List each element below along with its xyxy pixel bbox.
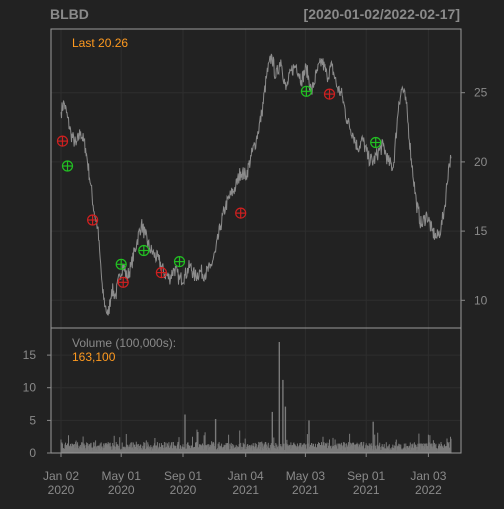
sell-marker xyxy=(323,88,336,100)
x-tick-label: Jan 03 xyxy=(410,469,446,483)
volume-tick-label: 5 xyxy=(29,413,36,427)
x-tick-year-label: 2020 xyxy=(170,483,197,497)
volume-y-axis: 0 5 10 15 xyxy=(23,348,51,460)
sell-marker xyxy=(56,135,69,147)
x-tick-year-label: 2021 xyxy=(292,483,319,497)
trade-markers xyxy=(56,85,382,288)
x-tick-year-label: 2020 xyxy=(48,483,75,497)
x-tick-year-label: 2021 xyxy=(232,483,259,497)
chart-title: BLBD xyxy=(50,6,89,22)
x-tick-label: Sep 01 xyxy=(164,469,202,483)
price-tick-label: 25 xyxy=(474,86,488,100)
volume-tick-label: 10 xyxy=(23,381,37,395)
x-tick-label: Sep 01 xyxy=(347,469,385,483)
x-tick-year-label: 2021 xyxy=(353,483,380,497)
price-tick-label: 20 xyxy=(474,155,488,169)
volume-tick-label: 0 xyxy=(29,446,36,460)
x-tick-label: Jan 02 xyxy=(43,469,79,483)
buy-marker xyxy=(138,244,150,257)
x-tick-label: Jan 04 xyxy=(228,469,264,483)
price-y-axis: 10 15 20 25 xyxy=(461,86,488,307)
volume-last-value: 163,100 xyxy=(72,350,116,364)
price-grid xyxy=(51,29,461,328)
last-price-label: Last 20.26 xyxy=(72,36,128,50)
buy-marker xyxy=(61,160,74,172)
price-series xyxy=(60,53,452,316)
buy-marker xyxy=(300,85,312,97)
date-range-label: [2020-01-02/2022-02-17] xyxy=(304,6,460,22)
volume-bars xyxy=(60,342,452,453)
volume-tick-label: 15 xyxy=(23,348,37,362)
price-tick-label: 10 xyxy=(474,293,488,307)
volume-label: Volume (100,000s): xyxy=(72,336,176,350)
sell-marker xyxy=(86,214,99,226)
sell-marker xyxy=(235,207,247,219)
buy-marker xyxy=(370,136,382,149)
x-tick-label: May 01 xyxy=(102,469,142,483)
price-tick-label: 15 xyxy=(474,224,488,238)
x-tick-year-label: 2022 xyxy=(415,483,442,497)
price-line xyxy=(60,53,452,316)
sell-marker xyxy=(155,267,167,279)
x-tick-year-label: 2020 xyxy=(108,483,135,497)
x-tick-label: May 03 xyxy=(286,469,326,483)
buy-marker xyxy=(173,256,186,268)
sell-marker xyxy=(117,276,129,288)
volume-panel-frame xyxy=(50,327,462,454)
buy-marker xyxy=(115,258,127,270)
